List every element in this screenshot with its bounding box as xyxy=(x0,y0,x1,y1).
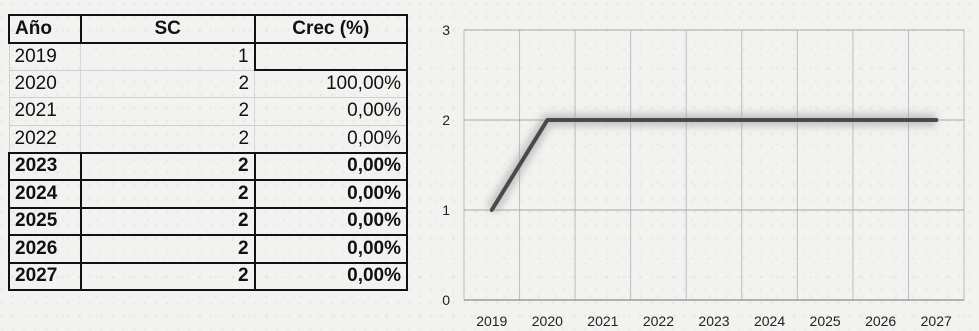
y-tick-label: 3 xyxy=(442,22,450,38)
cell-sc: 2 xyxy=(80,97,256,126)
series-line xyxy=(489,118,939,212)
table-header-row: Año SC Crec (%) xyxy=(8,14,409,44)
cell-growth: 0,00% xyxy=(253,151,409,181)
cell-growth: 0,00% xyxy=(253,261,409,291)
cell-sc: 2 xyxy=(79,206,256,236)
x-tick-label: 2020 xyxy=(532,313,563,329)
cell-growth: 0,00% xyxy=(253,234,409,264)
x-tick-label: 2024 xyxy=(754,313,785,329)
x-tick-label: 2021 xyxy=(587,313,618,329)
x-tick-label: 2023 xyxy=(698,313,729,329)
cell-growth: 0,00% xyxy=(254,125,409,153)
table-row: 2019 1 xyxy=(8,41,409,71)
cell-sc: 2 xyxy=(79,261,256,291)
growth-table: Año SC Crec (%) 2019 1 2020 2 100,00% 2021 2… xyxy=(8,14,409,291)
table-row: 2024 2 0,00% xyxy=(8,179,409,209)
header-growth: Crec (%) xyxy=(253,14,409,44)
cell-sc: 2 xyxy=(79,234,256,264)
x-tick-label: 2019 xyxy=(476,313,507,329)
cell-sc: 1 xyxy=(80,42,256,71)
table-row: 2023 2 0,00% xyxy=(8,151,409,181)
x-tick-label: 2025 xyxy=(810,313,841,329)
cell-year: 2020 xyxy=(8,70,82,98)
cell-year: 2021 xyxy=(8,97,82,126)
header-sc: SC xyxy=(79,14,256,44)
table-row: 2022 2 0,00% xyxy=(8,125,409,153)
cell-growth: 0,00% xyxy=(253,206,409,236)
table-row: 2027 2 0,00% xyxy=(8,261,409,291)
cell-year: 2027 xyxy=(8,261,82,291)
cell-sc: 2 xyxy=(80,70,256,98)
x-tick-label: 2027 xyxy=(921,313,952,329)
table-row: 2026 2 0,00% xyxy=(8,234,409,264)
y-tick-label: 2 xyxy=(442,112,450,128)
y-tick-label: 0 xyxy=(442,292,450,308)
header-year: Año xyxy=(8,14,82,44)
cell-year: 2025 xyxy=(8,206,82,236)
cell-growth xyxy=(254,41,409,71)
cell-year: 2022 xyxy=(8,125,82,153)
table-row: 2020 2 100,00% xyxy=(8,70,409,98)
cell-year: 2019 xyxy=(8,42,82,71)
x-tick-label: 2026 xyxy=(865,313,896,329)
cell-year: 2023 xyxy=(8,151,82,181)
table-row: 2021 2 0,00% xyxy=(8,97,409,126)
cell-sc: 2 xyxy=(79,179,256,209)
cell-year: 2026 xyxy=(8,234,82,264)
series-line-shadow xyxy=(486,114,937,214)
y-tick-label: 1 xyxy=(442,202,450,218)
cell-sc: 2 xyxy=(80,125,256,153)
cell-sc: 2 xyxy=(79,151,256,181)
line-chart: 0 1 2 3 2019 2020 2021 2022 2023 2024 2025 2026 2027 xyxy=(442,22,965,329)
cell-growth: 100,00% xyxy=(254,70,409,98)
x-tick-label: 2022 xyxy=(643,313,674,329)
cell-year: 2024 xyxy=(8,179,82,209)
table-row: 2025 2 0,00% xyxy=(8,206,409,236)
cell-growth: 0,00% xyxy=(253,179,409,209)
cell-growth: 0,00% xyxy=(254,97,409,126)
